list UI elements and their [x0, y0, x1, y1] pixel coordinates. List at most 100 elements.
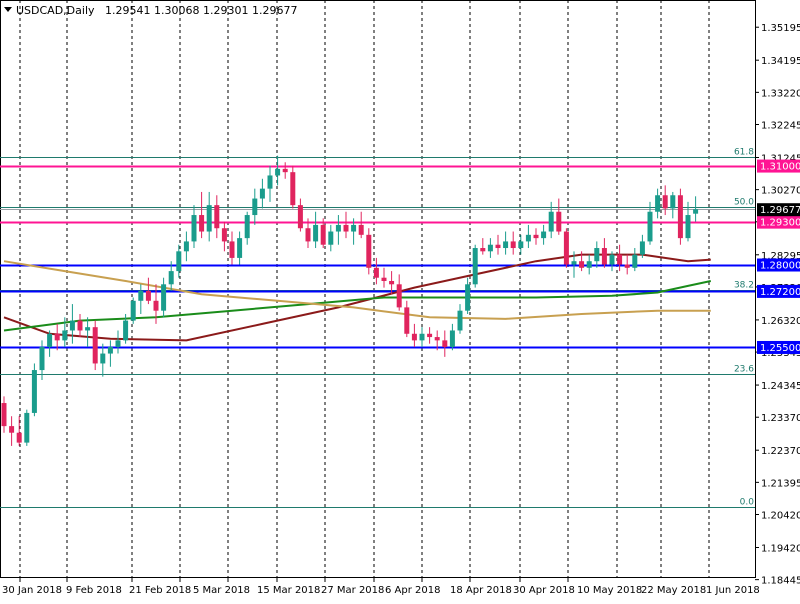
candle: [655, 188, 661, 219]
candle: [685, 201, 691, 242]
candle: [419, 327, 425, 347]
candle: [252, 188, 258, 225]
candle-body: [168, 271, 174, 285]
candle-body: [685, 215, 691, 239]
candle-body: [62, 330, 68, 341]
candle-body: [107, 346, 113, 354]
candle-body: [161, 284, 167, 311]
candle: [434, 330, 440, 351]
candle-body: [351, 224, 357, 232]
y-tick-label-7: 1.28295: [761, 251, 800, 262]
chart-header: USDCAD,Daily 1.29541 1.30068 1.29301 1.2…: [4, 4, 297, 17]
candle-body: [503, 241, 509, 249]
candle-body: [548, 211, 554, 232]
candle-body: [639, 241, 645, 255]
candle-body: [69, 320, 75, 331]
candle-body: [206, 205, 212, 232]
candle: [662, 185, 668, 216]
sr-price-box-2: [757, 258, 800, 272]
candle-body: [601, 248, 607, 265]
fib-level-label-1: 50.0: [734, 198, 754, 208]
candle-body: [518, 241, 524, 249]
fib-level-label-4: 0.0: [740, 498, 755, 508]
candle-body: [495, 244, 501, 249]
y-tick-label-3: 1.32245: [761, 121, 800, 132]
candle-body: [579, 261, 585, 268]
candle: [541, 224, 547, 245]
candle-body: [693, 209, 699, 214]
candle: [548, 201, 554, 239]
candle: [556, 198, 562, 235]
candle-body: [586, 261, 592, 268]
x-tick-label-1: 9 Feb 2018: [66, 585, 122, 596]
candle: [449, 323, 455, 351]
candle-body: [16, 432, 22, 443]
candle: [138, 284, 144, 314]
candle: [54, 323, 60, 351]
candle-body: [244, 215, 250, 239]
dropdown-triangle-icon[interactable]: [4, 7, 12, 12]
candle-body: [632, 254, 638, 268]
candle-body: [427, 333, 433, 338]
candle-body: [624, 264, 630, 268]
session-separators: [19, 0, 710, 578]
candle-body: [77, 320, 83, 331]
fib-level-label-0: 61.8: [734, 148, 754, 158]
candle-body: [366, 234, 372, 268]
candle-body: [525, 234, 531, 242]
candle: [647, 201, 653, 245]
candle-body: [563, 231, 569, 265]
candle: [69, 304, 75, 344]
candle: [100, 343, 106, 377]
candle-body: [282, 168, 288, 173]
candle: [465, 277, 471, 314]
candle: [457, 304, 463, 334]
candle-body: [442, 340, 448, 347]
time-axis: 30 Jan 2018 9 Feb 2018 21 Feb 2018 5 Mar 20…: [2, 578, 760, 596]
candle-body: [115, 340, 121, 347]
candle: [92, 320, 98, 371]
sr-price-box-3: [757, 284, 800, 298]
candle: [206, 191, 212, 242]
candle-body: [396, 284, 402, 308]
candle: [24, 409, 30, 446]
candle: [176, 244, 182, 278]
candle: [9, 416, 15, 446]
candle: [624, 254, 630, 275]
candle: [275, 155, 281, 186]
candle-body: [214, 205, 220, 229]
candle-body: [47, 333, 53, 347]
x-tick-label-3: 5 Mar 2018: [193, 585, 250, 596]
candle-body: [9, 426, 15, 433]
candle-body: [449, 330, 455, 347]
x-tick-label-2: 21 Feb 2018: [129, 585, 191, 596]
y-tick-label-16: 1.19420: [761, 543, 800, 554]
candle-body: [609, 254, 615, 265]
candle-body: [259, 188, 265, 199]
price-axis: 1.35195 1.34195 1.33220 1.32245 1.31245 1.302…: [755, 23, 800, 587]
candle: [533, 228, 539, 245]
candle-body: [153, 300, 159, 311]
candle: [199, 191, 205, 239]
candle-body: [328, 231, 334, 245]
y-tick-label-5: 1.30270: [761, 186, 800, 197]
sr-price-text-0: 1.31000: [760, 162, 800, 173]
candle-body: [145, 290, 151, 301]
candle-body: [411, 333, 417, 341]
candle-body: [617, 254, 623, 265]
candle: [693, 196, 699, 222]
candle: [85, 317, 91, 347]
y-tick-label-17: 1.18445: [761, 576, 800, 587]
candle-body: [647, 211, 653, 242]
candle-body: [191, 215, 197, 242]
candle: [183, 231, 189, 262]
candle-body: [305, 228, 311, 242]
candle: [594, 241, 600, 268]
plot-area-border: [0, 0, 756, 578]
candle: [579, 251, 585, 272]
candle: [123, 313, 129, 344]
candle: [480, 238, 486, 255]
candle: [191, 205, 197, 249]
sr-price-box-0: [757, 159, 800, 173]
x-tick-label-8: 30 Apr 2018: [513, 585, 575, 596]
